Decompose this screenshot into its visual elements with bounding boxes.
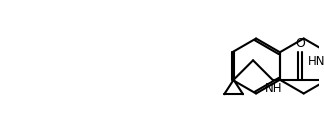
Text: O: O	[295, 37, 305, 50]
Text: NH: NH	[265, 82, 282, 95]
Text: HN: HN	[308, 55, 324, 68]
